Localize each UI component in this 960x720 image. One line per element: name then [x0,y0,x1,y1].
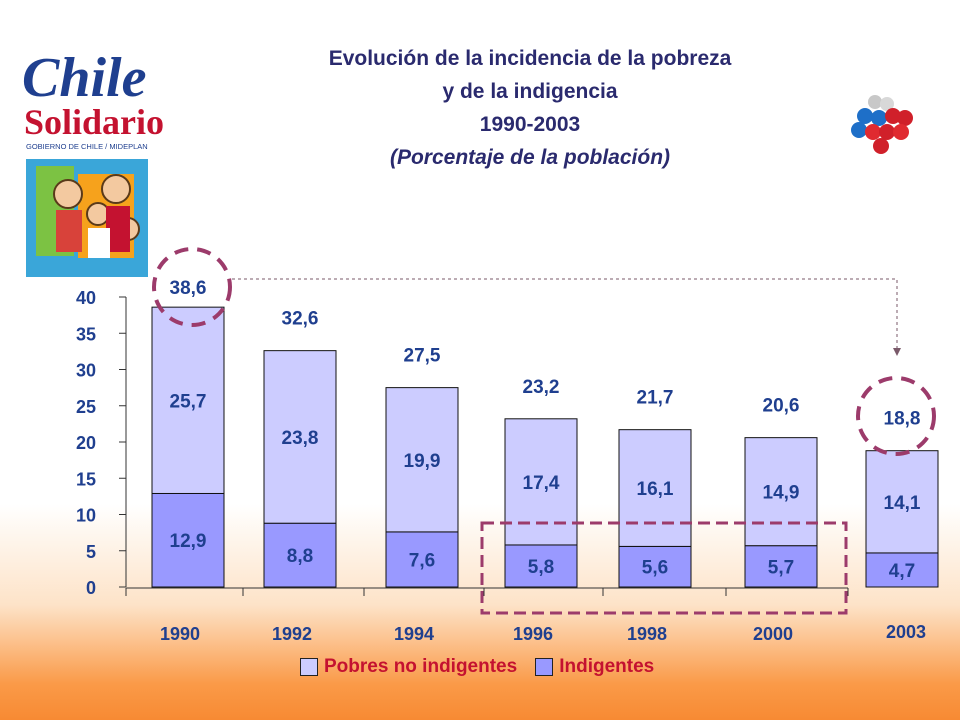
y-tick-label: 20 [76,433,96,453]
bar-pobres-no-indigentes-1998 [618,429,692,547]
x-tick-label: 1996 [513,624,553,644]
y-tick-label: 30 [76,361,96,381]
title-line-4: (Porcentaje de la población) [389,146,671,169]
bar-pobres-no-indigentes-2000 [744,437,818,547]
x-tick-label: 1990 [160,624,200,644]
bar-indigentes-2000 [744,545,818,588]
bar-indigentes-1990 [151,492,225,588]
value-label-indigentes: 4,7 [889,561,915,582]
highlight-box-indigentes [480,521,848,615]
value-label-indigentes: 8,8 [287,546,313,567]
svg-text:Chile: Chile [22,47,146,109]
highlights [152,247,936,615]
value-label-pobres-no-indigentes: 14,9 [763,483,800,504]
x-tick-label: 1998 [627,624,667,644]
y-tick-label: 40 [76,288,96,308]
highlight-circle-2003 [856,376,936,456]
x-tick-label: 2003 [886,622,926,642]
value-label-pobres-no-indigentes: 23,8 [282,428,319,449]
y-tick-label: 5 [86,542,96,562]
bar-indigentes-1998 [618,545,692,588]
bar-pobres-no-indigentes-1994 [385,387,459,533]
connector-arrowhead [893,348,901,356]
y-tick-label: 0 [86,578,96,598]
total-label: 32,6 [282,309,319,330]
y-tick-label: 25 [76,397,96,417]
government-emblem-icon [845,92,920,162]
value-label-pobres-no-indigentes: 19,9 [404,451,441,472]
legend-item-indigentes: Indigentes [535,656,654,678]
title-line-3: 1990-2003 [479,113,581,136]
value-label-pobres-no-indigentes: 25,7 [170,391,207,412]
legend-swatch-pobres-no-indigentes [300,658,318,676]
bar-indigentes-2003 [865,552,939,588]
x-tick-label: 2000 [753,624,793,644]
bar-pobres-no-indigentes-1992 [263,350,337,524]
legend: Pobres no indigentes Indigentes [300,652,654,682]
total-label: 20,6 [763,396,800,417]
value-labels: 12,9 25,7 38,6 8,8 23,8 32,6 7,6 19,9 27,5 5,8 17,… [170,278,921,582]
total-label: 21,7 [637,388,674,409]
y-tick-label: 35 [76,324,96,344]
x-tick-label: 1992 [272,624,312,644]
total-label: 27,5 [404,346,441,367]
value-label-indigentes: 7,6 [409,550,435,571]
value-label-pobres-no-indigentes: 16,1 [637,479,674,500]
value-label-indigentes: 5,6 [642,558,668,579]
bar-indigentes-1994 [385,531,459,588]
svg-text:GOBIERNO DE CHILE / MIDEPLAN: GOBIERNO DE CHILE / MIDEPLAN [26,142,148,151]
y-axis: 0 5 10 15 20 25 30 35 40 [76,288,127,598]
chile-solidario-logo: Chile Solidario GOBIERNO DE CHILE / MIDE… [18,24,168,284]
bar-indigentes-1996 [504,544,578,588]
value-label-indigentes: 12,9 [170,531,207,552]
title-line-2: y de la indigencia [442,80,618,103]
value-label-pobres-no-indigentes: 14,1 [884,493,921,514]
title-line-1: Evolución de la incidencia de la pobreza [328,47,732,70]
total-label: 18,8 [884,409,921,430]
value-label-indigentes: 5,7 [768,557,794,578]
y-tick-label: 10 [76,506,96,526]
svg-text:Solidario: Solidario [24,102,164,142]
legend-label-indigentes: Indigentes [559,656,655,677]
bar-pobres-no-indigentes-2003 [865,450,939,554]
highlight-circle-1990 [152,247,232,327]
x-axis: 1990 1992 1994 1996 1998 2000 2003 [125,587,926,644]
y-tick-label: 15 [76,469,96,489]
legend-item-pobres-no-indigentes: Pobres no indigentes [300,656,517,678]
bars [151,306,939,588]
value-label-pobres-no-indigentes: 17,4 [523,473,560,494]
bar-pobres-no-indigentes-1990 [151,306,225,494]
bar-indigentes-1992 [263,522,337,588]
chart-title: Evolución de la incidencia de la pobreza… [220,42,840,174]
total-label: 38,6 [170,278,207,299]
x-tick-label: 1994 [394,624,434,644]
total-label: 23,2 [523,377,560,398]
legend-label-pobres-no-indigentes: Pobres no indigentes [324,656,518,677]
connector-arrow [232,278,898,350]
legend-swatch-indigentes [535,658,554,676]
value-label-indigentes: 5,8 [528,557,554,578]
